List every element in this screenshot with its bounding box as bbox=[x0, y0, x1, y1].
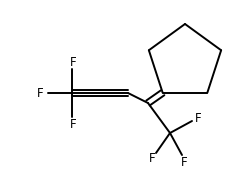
Text: F: F bbox=[195, 112, 201, 125]
Text: F: F bbox=[149, 153, 155, 166]
Text: F: F bbox=[37, 86, 43, 100]
Text: F: F bbox=[70, 117, 76, 130]
Text: F: F bbox=[70, 55, 76, 69]
Text: F: F bbox=[181, 156, 187, 168]
